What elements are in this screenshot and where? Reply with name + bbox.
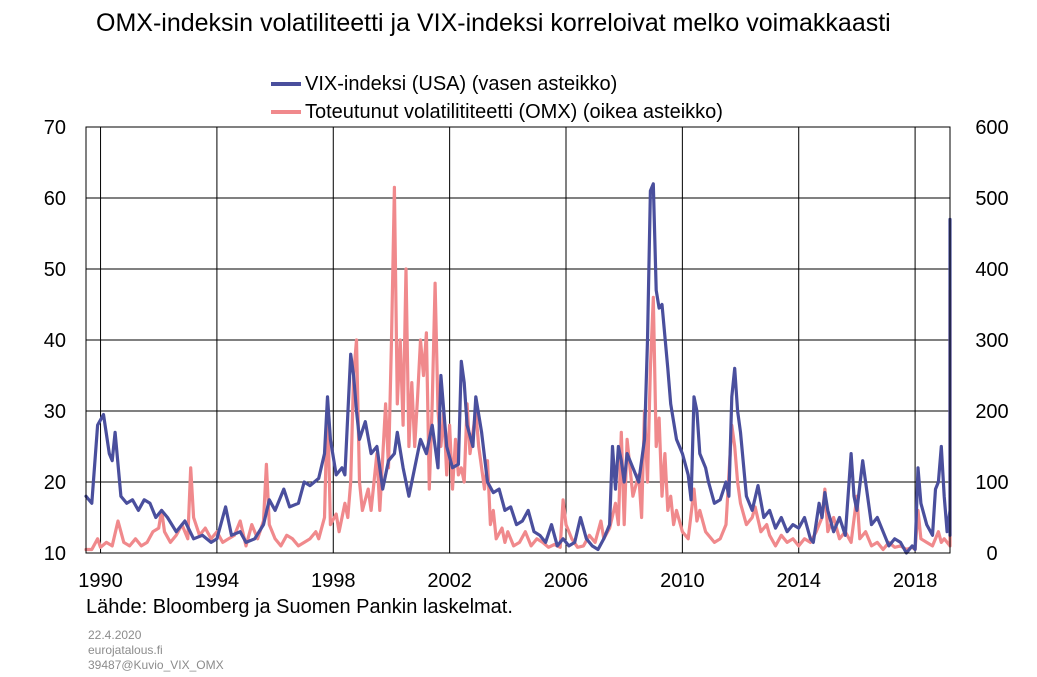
y-left-tick-label: 20: [44, 472, 66, 494]
meta-date: 22.4.2020: [88, 628, 142, 642]
x-tick-label: 2014: [776, 570, 821, 592]
y-right-tick-label: 0: [986, 543, 997, 565]
tick-labels: 10 20 30 40 50 60 70 0 100 200 300 400 500 600 1990 199…: [44, 117, 1009, 592]
y-right-tick-label: 200: [975, 401, 1008, 423]
x-tick-label: 1998: [311, 570, 356, 592]
legend-item-vix: VIX-indeksi (USA) (vasen asteikko): [271, 70, 723, 98]
x-tick-label: 2002: [427, 570, 472, 592]
grid: [86, 127, 950, 553]
y-right-tick-label: 300: [975, 330, 1008, 352]
legend-swatch-omx: [271, 110, 301, 114]
x-tick-label: 2006: [544, 570, 589, 592]
legend-label-omx: Toteutunut volatilititeetti (OMX) (oikea…: [305, 101, 723, 123]
legend: VIX-indeksi (USA) (vasen asteikko) Toteu…: [271, 70, 723, 126]
plot-frame: [85, 126, 951, 554]
x-tick-label: 2010: [660, 570, 705, 592]
y-left-tick-label: 70: [44, 117, 66, 139]
series-line-omx: [84, 185, 952, 552]
legend-item-omx: Toteutunut volatilititeetti (OMX) (oikea…: [271, 98, 723, 126]
series-line-vix: [84, 182, 952, 555]
meta-site: eurojatalous.fi: [88, 643, 163, 657]
y-left-tick-label: 10: [44, 543, 66, 565]
y-right-tick-label: 400: [975, 259, 1008, 281]
y-right-tick-label: 100: [975, 472, 1008, 494]
y-left-tick-label: 40: [44, 330, 66, 352]
y-left-tick-label: 30: [44, 401, 66, 423]
y-left-tick-label: 50: [44, 259, 66, 281]
source-note: Lähde: Bloomberg ja Suomen Pankin laskel…: [86, 596, 513, 618]
legend-swatch-vix: [271, 82, 301, 86]
x-tick-label: 1990: [78, 570, 123, 592]
meta-info: 22.4.2020 eurojatalous.fi 39487@Kuvio_VI…: [88, 628, 224, 673]
x-tick-label: 2018: [893, 570, 938, 592]
y-left-tick-label: 60: [44, 188, 66, 210]
x-tick-label: 1994: [195, 570, 240, 592]
y-right-tick-label: 500: [975, 188, 1008, 210]
series-group: [84, 182, 952, 555]
meta-code: 39487@Kuvio_VIX_OMX: [88, 658, 224, 672]
chart-title: OMX-indeksin volatiliteetti ja VIX-indek…: [96, 9, 891, 37]
legend-label-vix: VIX-indeksi (USA) (vasen asteikko): [305, 73, 618, 95]
y-right-tick-label: 600: [975, 117, 1008, 139]
